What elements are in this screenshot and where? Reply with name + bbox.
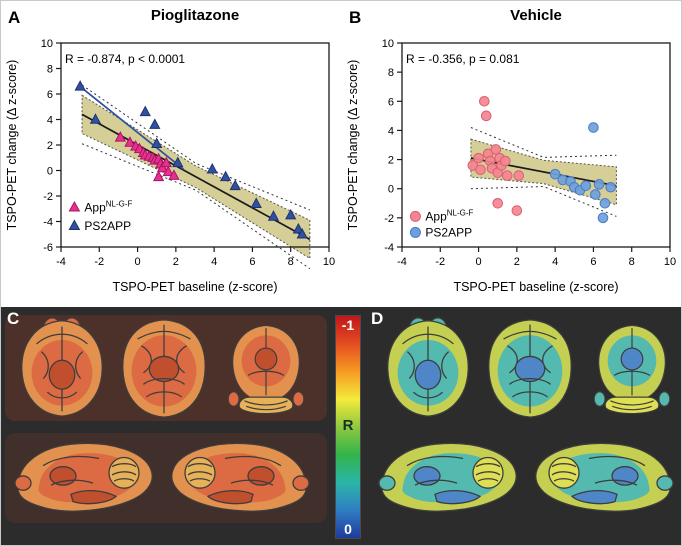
scatter-panels: A Pioglitazone R = -0.874, p < 0.0001 TS… — [1, 1, 681, 307]
brain-axial-slice-1 — [13, 315, 111, 421]
brain-axial-slice-3 — [221, 319, 311, 419]
svg-text:8: 8 — [288, 256, 294, 268]
panel-a-stats: R = -0.874, p < 0.0001 — [65, 52, 185, 66]
svg-text:0: 0 — [135, 256, 141, 268]
panel-a-label: A — [8, 8, 20, 27]
svg-text:10: 10 — [664, 256, 676, 268]
panel-a-title: Pioglitazone — [151, 7, 239, 24]
svg-text:-2: -2 — [94, 256, 104, 268]
svg-text:-4: -4 — [397, 256, 407, 268]
brain-sagittal-slice-2 — [529, 435, 679, 523]
svg-text:4: 4 — [552, 256, 558, 268]
svg-text:10: 10 — [41, 38, 53, 50]
panel-d-brain-maps — [367, 307, 681, 545]
panel-b-ylabel: TSPO-PET change (Δ z-score) — [346, 60, 360, 231]
colorbar-max-label: -1 — [341, 317, 355, 333]
svg-text:0: 0 — [47, 166, 53, 178]
colorbar-container: -1 R 0 — [335, 315, 361, 539]
svg-text:-2: -2 — [384, 213, 394, 225]
colorbar-r-label: R — [342, 417, 354, 434]
brain-sagittal-slice-1 — [373, 435, 523, 523]
brain-axial-slice-2 — [115, 315, 213, 421]
svg-text:8: 8 — [388, 67, 394, 79]
brain-maps-section: C D -1 R 0 — [1, 307, 681, 545]
svg-text:-2: -2 — [43, 191, 53, 203]
svg-text:2: 2 — [47, 140, 53, 152]
svg-text:6: 6 — [47, 89, 53, 101]
svg-text:0: 0 — [388, 184, 394, 196]
svg-text:PS2APP: PS2APP — [425, 225, 472, 239]
colorbar-min-label: 0 — [344, 521, 352, 537]
panel-a-plot: A Pioglitazone R = -0.874, p < 0.0001 TS… — [5, 7, 335, 294]
panel-b-title: Vehicle — [510, 7, 562, 24]
panel-b-label: B — [349, 8, 361, 27]
svg-text:2: 2 — [388, 155, 394, 167]
panel-c-label: C — [7, 309, 20, 328]
panel-b-plot: B Vehicle R = -0.356, p = 0.081 TSPO-PET… — [346, 7, 676, 294]
svg-text:PS2APP: PS2APP — [84, 219, 131, 233]
brain-sagittal-slice-2 — [165, 435, 315, 523]
panel-c-brain-maps — [1, 307, 331, 545]
panel-a-xlabel: TSPO-PET baseline (z-score) — [112, 280, 277, 294]
svg-text:6: 6 — [249, 256, 255, 268]
svg-text:8: 8 — [47, 64, 53, 76]
svg-text:4: 4 — [388, 125, 394, 137]
svg-text:4: 4 — [211, 256, 217, 268]
brain-sagittal-slice-1 — [9, 435, 159, 523]
panel-a-ylabel: TSPO-PET change (Δ z-score) — [5, 60, 19, 231]
svg-text:-4: -4 — [384, 242, 394, 254]
svg-text:2: 2 — [514, 256, 520, 268]
brain-axial-slice-3 — [587, 319, 677, 419]
svg-text:AppNL-G-F: AppNL-G-F — [425, 208, 473, 223]
panel-d-label: D — [371, 309, 384, 328]
brain-axial-slice-2 — [481, 315, 579, 421]
svg-text:10: 10 — [382, 38, 394, 50]
svg-text:2: 2 — [173, 256, 179, 268]
panel-b-plot-area: -4 -2 0 2 4 6 8 10 -4 -2 0 2 4 6 8 10 AppNL-G-F PS2APP — [382, 38, 676, 268]
svg-text:-6: -6 — [43, 242, 53, 254]
svg-text:6: 6 — [590, 256, 596, 268]
svg-text:-4: -4 — [56, 256, 66, 268]
svg-text:0: 0 — [476, 256, 482, 268]
svg-text:10: 10 — [323, 256, 335, 268]
svg-text:-2: -2 — [435, 256, 445, 268]
svg-text:4: 4 — [47, 115, 53, 127]
svg-text:AppNL-G-F: AppNL-G-F — [84, 199, 132, 214]
correlation-colorbar — [335, 315, 361, 539]
panel-b-stats: R = -0.356, p = 0.081 — [406, 52, 520, 66]
svg-text:6: 6 — [388, 96, 394, 108]
brain-axial-slice-1 — [379, 315, 477, 421]
svg-text:8: 8 — [629, 256, 635, 268]
svg-text:-4: -4 — [43, 217, 53, 229]
panel-b-xlabel: TSPO-PET baseline (z-score) — [453, 280, 618, 294]
